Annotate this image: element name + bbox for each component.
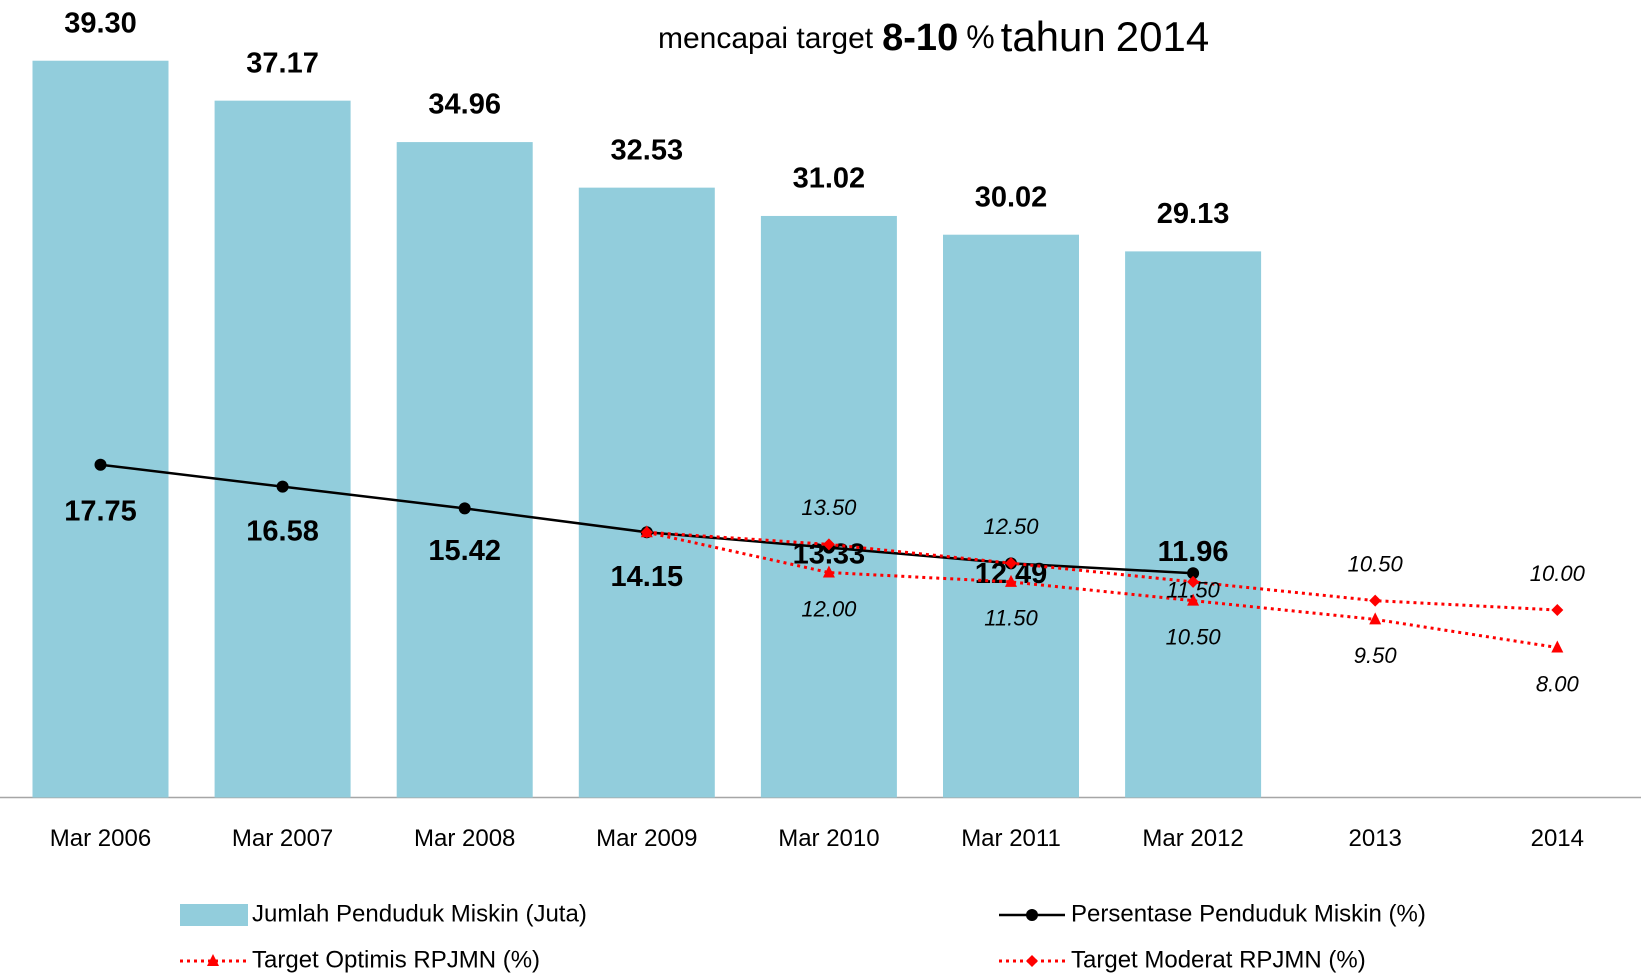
line-marker	[1005, 557, 1017, 570]
target-value-label: 11.50	[1166, 578, 1220, 603]
bar	[32, 60, 169, 798]
legend-label: Jumlah Penduduk Miskin (Juta)	[252, 900, 587, 927]
x-tick-label: Mar 2010	[778, 825, 879, 852]
bar	[396, 142, 533, 798]
bar-value-label: 30.02	[975, 181, 1048, 213]
legend-label: Target Moderat RPJMN (%)	[1071, 946, 1366, 973]
target-value-label: 8.00	[1536, 671, 1580, 696]
target-value-label: 13.50	[801, 495, 857, 520]
line-marker	[1005, 574, 1017, 587]
line-marker	[822, 565, 835, 578]
bar	[578, 187, 715, 798]
line-marker	[94, 458, 107, 471]
bar-value-label: 29.13	[1157, 198, 1230, 230]
bar	[760, 215, 897, 798]
bar	[943, 234, 1079, 798]
legend-marker	[207, 954, 219, 966]
line-marker	[640, 526, 653, 539]
x-tick-label: Mar 2012	[1142, 825, 1243, 852]
line	[646, 530, 1558, 650]
line-marker	[1187, 567, 1200, 580]
line-value-label: 17.75	[64, 495, 137, 527]
title-part: 2014	[1116, 13, 1209, 60]
line-value-label: 16.58	[246, 515, 319, 547]
bar-value-label: 34.96	[428, 89, 501, 121]
target-value-label: 10.00	[1530, 561, 1586, 586]
target-value-label: 10.50	[1348, 551, 1404, 576]
target-value-label: 12.50	[983, 514, 1039, 539]
line-marker	[1551, 640, 1564, 653]
line-value-label: 11.96	[1158, 536, 1229, 568]
bar-value-label: 31.02	[793, 163, 866, 195]
title-part: tahun	[1001, 13, 1106, 60]
target-value-label: 12.00	[801, 596, 857, 621]
x-tick-label: Mar 2008	[414, 825, 515, 852]
target-value-label: 9.50	[1354, 643, 1398, 668]
bar-value-label: 32.53	[611, 134, 684, 166]
bar-value-label: 37.17	[246, 47, 319, 79]
line-marker	[1551, 604, 1564, 617]
x-tick-label: Mar 2006	[50, 825, 151, 852]
legend-marker	[1026, 909, 1038, 921]
legend-label: Target Optimis RPJMN (%)	[252, 946, 540, 973]
x-tick-label: 2013	[1349, 825, 1402, 852]
legend-swatch	[180, 904, 248, 926]
bar	[1125, 251, 1262, 798]
title-part: mencapai target	[658, 22, 874, 55]
chart-title: mencapai target 8-10% tahun 2014	[658, 13, 1209, 60]
target-value-label: 11.50	[984, 606, 1038, 631]
target-value-label: 10.50	[1166, 624, 1222, 649]
line-marker	[276, 480, 289, 493]
line-value-label: 14.15	[611, 561, 684, 593]
line-marker	[822, 538, 835, 551]
bar-value-label: 39.30	[64, 7, 137, 39]
legend-label: Persentase Penduduk Miskin (%)	[1071, 900, 1426, 927]
x-tick-label: Mar 2011	[961, 825, 1061, 852]
x-tick-label: 2014	[1531, 825, 1584, 852]
bar	[214, 100, 351, 798]
line	[646, 530, 1558, 612]
title-part: %	[966, 19, 994, 55]
title-part: 8-10	[882, 17, 958, 59]
line-marker	[1369, 594, 1382, 607]
line-marker	[1369, 612, 1382, 625]
line-marker	[458, 502, 471, 515]
line-marker	[1187, 593, 1200, 606]
line-value-label: 15.42	[428, 535, 501, 567]
legend-marker	[1026, 955, 1038, 967]
x-tick-label: Mar 2009	[596, 825, 697, 852]
line-marker	[1187, 575, 1200, 588]
x-tick-label: Mar 2007	[232, 825, 333, 852]
